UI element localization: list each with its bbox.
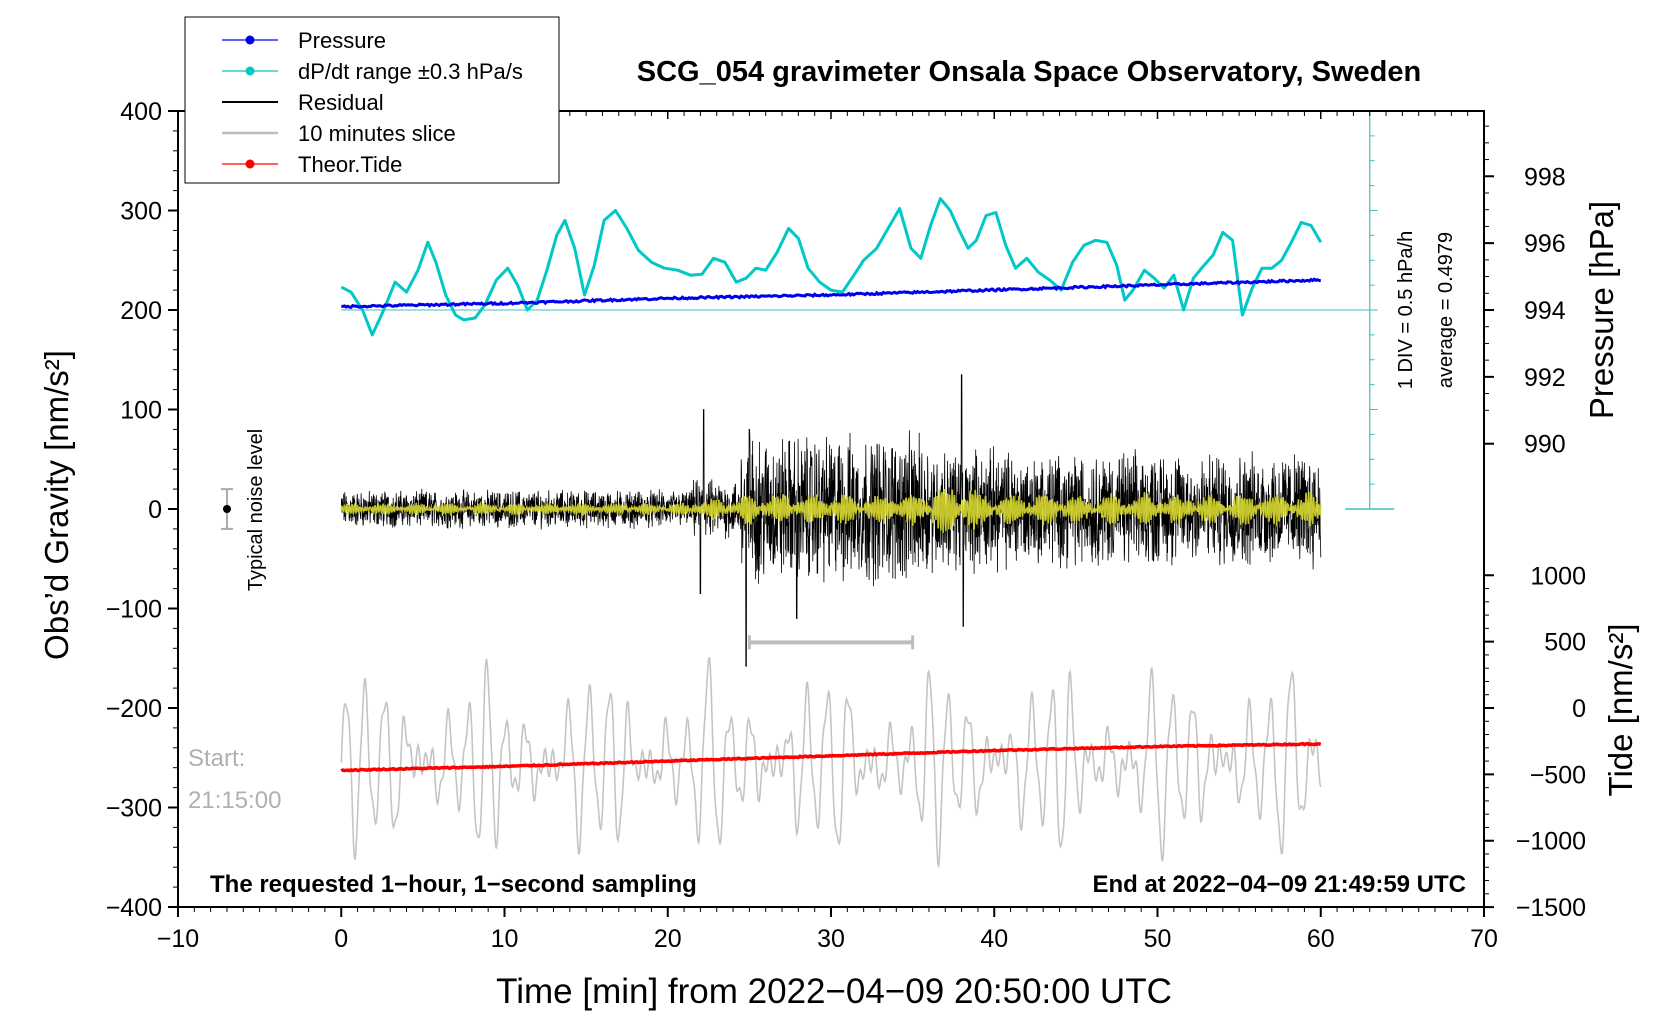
legend-entry-label: dP/dt range ±0.3 hPa/s	[298, 59, 523, 84]
theor-tide-line	[340, 741, 1322, 773]
x-tick-label: 40	[980, 925, 1008, 953]
x-axis-label: Time [min] from 2022−04−09 20:50:00 UTC	[496, 972, 1172, 1011]
filtered-residual-line	[340, 488, 1322, 533]
x-tick-label: 0	[334, 925, 348, 953]
legend-entry-label: Residual	[298, 90, 384, 115]
left-tick-label: 0	[148, 496, 162, 524]
left-axis-label: Obs’d Gravity [nm/s²]	[38, 350, 75, 660]
pressure-tick-label: 990	[1524, 431, 1566, 459]
legend: Pressure dP/dt range ±0.3 hPa/s Residual 10…	[184, 16, 560, 184]
tide-axis-label: Tide [nm/s²]	[1602, 624, 1639, 797]
pressure-tick-label: 996	[1524, 230, 1566, 258]
start-label: Start:	[188, 745, 245, 772]
tide-axis-ticks: 1000 500 0 −500 −1000 −1500	[1484, 562, 1586, 922]
left-tick-label: 400	[120, 98, 162, 126]
x-tick-label: 60	[1307, 925, 1335, 953]
left-tick-label: 200	[120, 297, 162, 325]
tide-tick-label: 0	[1572, 695, 1586, 723]
pressure-scale-text: 1 DIV = 0.5 hPa/h	[1395, 231, 1417, 389]
x-tick-label: 30	[817, 925, 845, 953]
noise-level-label: Typical noise level	[245, 429, 267, 591]
left-tick-label: −200	[106, 695, 162, 723]
legend-swatch-marker	[245, 159, 255, 169]
footer-right: End at 2022−04−09 21:49:59 UTC	[1092, 871, 1466, 898]
x-tick-label: 10	[491, 925, 519, 953]
pressure-tick-label: 994	[1524, 297, 1566, 325]
left-tick-label: 100	[120, 397, 162, 425]
pressure-tick-label: 998	[1524, 163, 1566, 191]
ten-minute-slice-line	[340, 657, 1322, 869]
left-tick-label: −100	[106, 596, 162, 624]
legend-entry-label: 10 minutes slice	[298, 121, 456, 146]
legend-entry-label: Theor.Tide	[298, 152, 402, 177]
legend-swatch-marker	[245, 66, 255, 76]
x-tick-label: 70	[1470, 925, 1498, 953]
dpdt-line	[340, 197, 1323, 337]
footer-left: The requested 1−hour, 1−second sampling	[210, 871, 697, 898]
legend-box	[184, 16, 560, 184]
left-tick-label: 300	[120, 198, 162, 226]
tide-tick-label: 500	[1544, 629, 1586, 657]
tide-tick-label: −1500	[1516, 894, 1586, 922]
x-tick-label: −10	[157, 925, 199, 953]
x-tick-label: 50	[1144, 925, 1172, 953]
pressure-axis-label: Pressure [hPa]	[1583, 201, 1620, 419]
x-axis-ticks: −10 0 10 20 30 40 50 60 70	[157, 111, 1498, 953]
left-tick-label: −400	[106, 894, 162, 922]
start-time: 21:15:00	[188, 787, 281, 814]
tide-tick-label: 1000	[1530, 562, 1586, 590]
pressure-tick-label: 992	[1524, 364, 1566, 392]
signal-layer	[340, 110, 1395, 869]
legend-swatch-marker	[245, 35, 255, 45]
noise-level-dot	[222, 505, 231, 513]
tide-tick-label: −500	[1530, 761, 1586, 789]
pressure-average-text: average = 0.4979	[1435, 232, 1457, 388]
residual-line	[340, 374, 1322, 667]
noise-indicator	[220, 488, 233, 530]
pressure-line	[341, 277, 1321, 310]
left-axis-ticks: −400 −300 −200 −100 0 100 200 300 400	[106, 98, 178, 922]
x-tick-label: 20	[654, 925, 682, 953]
tide-tick-label: −1000	[1516, 828, 1586, 856]
chart-title: SCG_054 gravimeter Onsala Space Observat…	[637, 56, 1421, 88]
legend-entry-label: Pressure	[298, 28, 386, 53]
left-tick-label: −300	[106, 795, 162, 823]
pressure-axis-ticks: 990 992 994 996 998	[1484, 125, 1566, 459]
